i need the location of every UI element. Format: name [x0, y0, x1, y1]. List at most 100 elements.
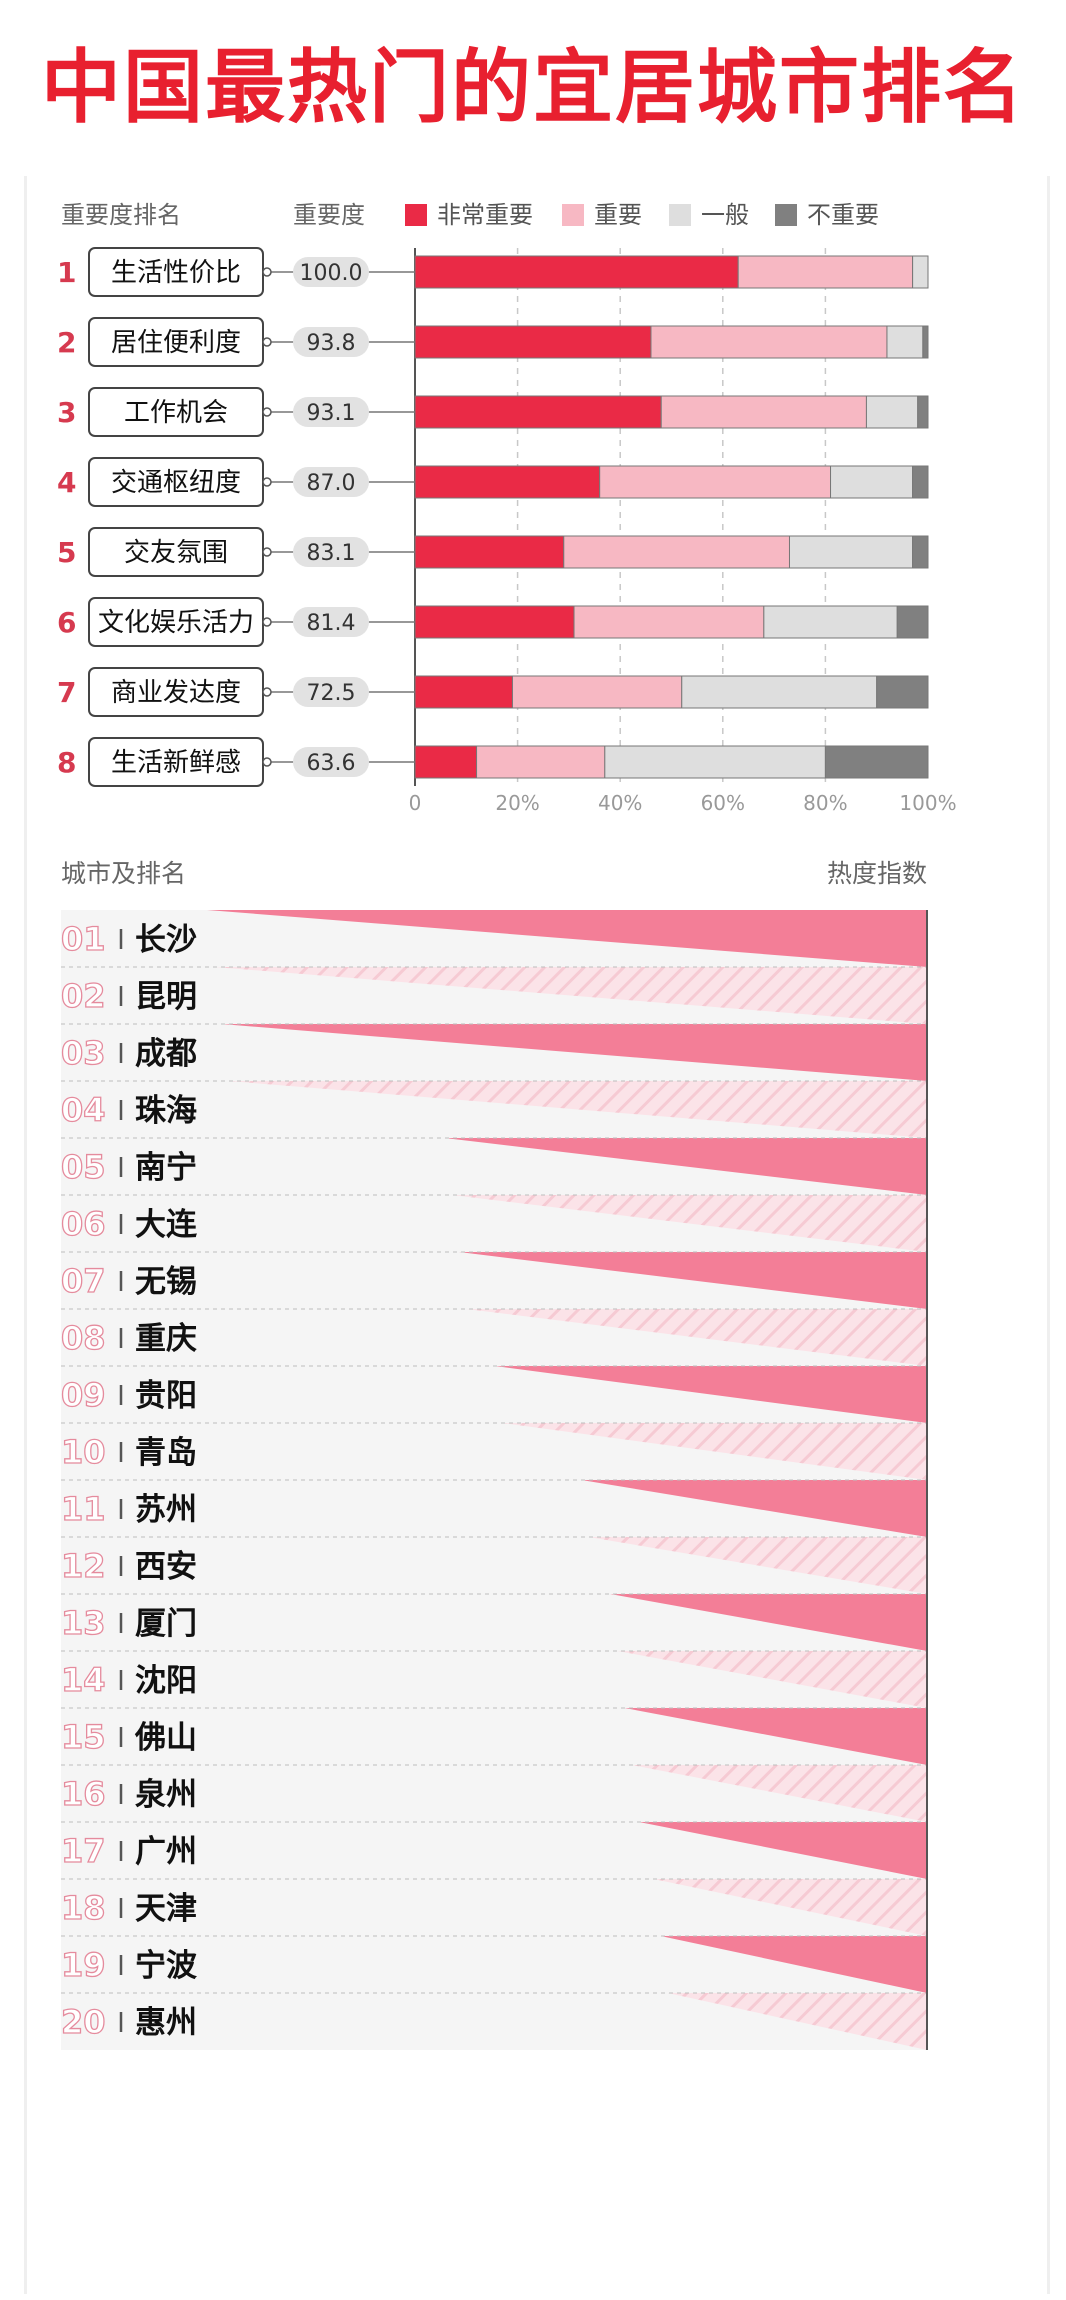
heat-bar	[221, 1024, 927, 1081]
bar-segment	[912, 255, 929, 289]
bar-segment	[912, 535, 929, 569]
chart-card: 重要度排名 重要度 非常重要 重要 一般 不重要 1 生活性价比 100.0 2 居住便利度 93.8…	[24, 176, 1050, 2294]
city-label: 无锡	[135, 1264, 197, 1300]
x-tick-label: 40%	[598, 791, 642, 815]
city-label: 南宁	[135, 1150, 197, 1186]
legend-label: 一般	[701, 201, 749, 229]
score-value: 100.0	[300, 261, 363, 286]
x-tick-label: 20%	[495, 791, 539, 815]
bar-segment	[824, 745, 929, 779]
city-label: 沈阳	[135, 1663, 197, 1699]
bar-segment	[896, 605, 929, 639]
bar-segment	[414, 465, 601, 499]
heat-column-header: 热度指数	[827, 859, 927, 888]
rank-label: 01	[61, 920, 106, 958]
legend-swatch	[562, 204, 584, 226]
bar-segment	[414, 745, 478, 779]
heat-bar	[653, 1879, 927, 1936]
connector-dot	[262, 547, 272, 557]
connector-dot	[262, 477, 272, 487]
city-label: 贵阳	[135, 1378, 197, 1414]
connector-dot	[262, 337, 272, 347]
bar-segment	[912, 465, 929, 499]
heat-bar	[451, 1195, 927, 1252]
heat-bar	[639, 1822, 927, 1879]
rank-label: 15	[61, 1718, 106, 1756]
rank-label: 12	[61, 1547, 106, 1585]
heat-bar	[466, 1309, 927, 1366]
heat-bar	[459, 1252, 927, 1309]
score-pill	[293, 327, 369, 357]
heat-bar	[444, 1138, 927, 1195]
city-label: 宁波	[135, 1948, 197, 1984]
category-label: 交通枢纽度	[111, 468, 241, 498]
category-label: 居住便利度	[111, 328, 241, 358]
heat-bar	[207, 910, 927, 967]
score-value: 72.5	[307, 681, 356, 706]
score-pill	[293, 747, 369, 777]
score-value: 87.0	[307, 471, 356, 496]
rank-label: 16	[61, 1775, 106, 1813]
bar-segment	[476, 745, 606, 779]
heat-index-chart: 城市及排名 热度指数 01 长沙 02 昆明 03 成都 04 珠海 05 南宁 06 大连 07 无锡 08 重…	[60, 859, 928, 2050]
score-column-header: 重要度	[293, 201, 365, 229]
rank-label: 02	[61, 977, 106, 1015]
category-label: 生活新鲜感	[111, 748, 241, 778]
rank-label: 13	[61, 1604, 106, 1642]
bar-segment	[830, 465, 914, 499]
city-label: 珠海	[135, 1093, 197, 1129]
bar-segment	[922, 325, 929, 359]
city-label: 泉州	[135, 1777, 197, 1813]
connector-dot	[262, 617, 272, 627]
bar-segment	[511, 675, 683, 709]
connector-dot	[262, 757, 272, 767]
heat-bar	[581, 1480, 927, 1537]
rank-column-header: 重要度排名	[61, 201, 181, 229]
category-label: 生活性价比	[111, 258, 241, 288]
bar-segment	[681, 675, 878, 709]
city-label: 佛山	[134, 1720, 197, 1756]
bar-segment	[414, 255, 739, 289]
rank-number: 7	[57, 676, 76, 709]
bar-segment	[414, 675, 513, 709]
heat-bar	[631, 1765, 927, 1822]
rank-number: 6	[57, 606, 76, 639]
city-label: 厦门	[135, 1606, 197, 1642]
rank-number: 1	[57, 256, 76, 289]
score-pill	[293, 607, 369, 637]
bar-segment	[650, 325, 888, 359]
city-column-header: 城市及排名	[61, 859, 186, 888]
legend-label: 重要	[594, 201, 642, 229]
category-label: 文化娱乐活力	[98, 608, 254, 638]
bar-segment	[865, 395, 919, 429]
score-pill	[293, 257, 369, 287]
rank-number: 5	[57, 536, 76, 569]
rank-label: 10	[61, 1433, 106, 1471]
legend-label: 非常重要	[437, 201, 533, 229]
rank-label: 18	[61, 1889, 106, 1927]
city-label: 青岛	[135, 1435, 197, 1471]
rank-number: 4	[57, 466, 76, 499]
rank-label: 08	[61, 1319, 106, 1357]
score-pill	[293, 467, 369, 497]
bar-segment	[414, 535, 565, 569]
category-label: 商业发达度	[111, 678, 241, 708]
rank-label: 06	[61, 1205, 106, 1243]
score-value: 93.8	[307, 331, 356, 356]
rank-label: 19	[61, 1946, 106, 1984]
legend-swatch	[405, 204, 427, 226]
city-label: 重庆	[135, 1321, 197, 1357]
bar-segment	[414, 605, 575, 639]
legend-swatch	[669, 204, 691, 226]
city-label: 苏州	[135, 1492, 197, 1528]
bar-segment	[414, 325, 652, 359]
score-value: 83.1	[307, 541, 356, 566]
city-label: 长沙	[135, 922, 197, 958]
rank-label: 07	[61, 1262, 106, 1300]
bar-segment	[573, 605, 765, 639]
score-pill	[293, 397, 369, 427]
city-label: 广州	[135, 1834, 197, 1870]
bar-segment	[599, 465, 832, 499]
rank-label: 03	[61, 1034, 106, 1072]
city-label: 西安	[135, 1549, 197, 1585]
